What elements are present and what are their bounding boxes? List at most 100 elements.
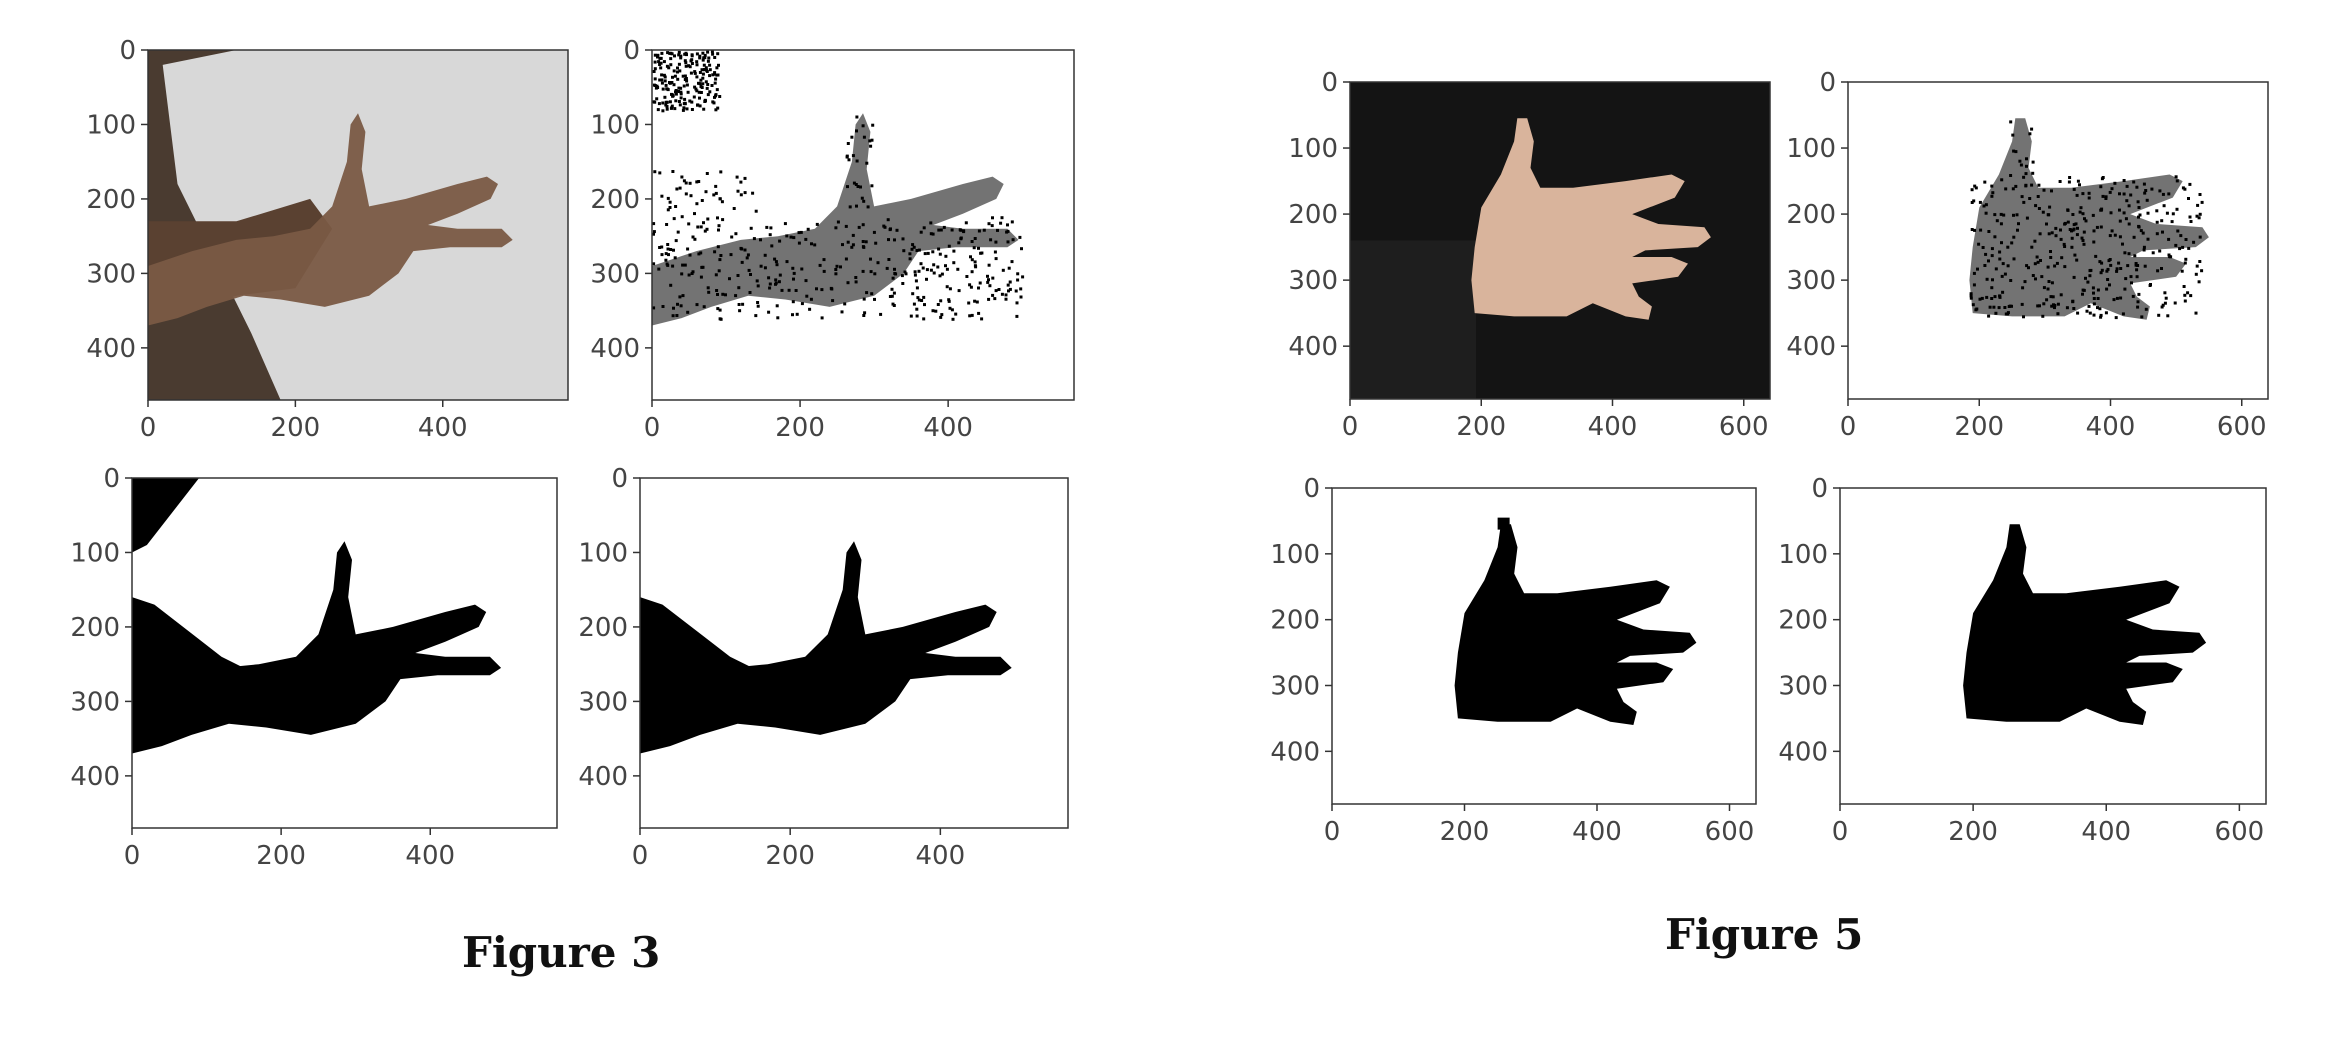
y-tick-label: 400 [590,334,640,364]
y-tick-label: 300 [590,259,640,289]
x-tick-label: 0 [1342,412,1359,442]
fig3-panel-4: 0 100 200 300 400 0 200 400 [578,464,1069,871]
fig5-panel-1: 0 100 200 300 400 0 200 400 600 [1288,68,1771,442]
x-tick-label: 400 [418,413,468,443]
y-tick-label: 200 [1270,606,1320,636]
y-tick-label: 0 [1303,474,1320,504]
y-tick-label: 0 [119,36,136,66]
x-tick-label: 200 [765,841,815,871]
y-tick-label: 400 [578,762,628,792]
hand-mask [1963,524,2207,725]
fig5-panel-3: 0 100 200 300 400 0 200 400 600 [1270,474,1757,847]
panel-image [1848,82,2268,399]
fig3-panel-2: 0 100 200 300 400 0 200 400 [590,36,1075,443]
y-tick-label: 100 [590,110,640,140]
y-tick-label: 400 [1786,332,1836,362]
hand-shape [148,113,513,326]
x-tick-label: 0 [1324,817,1341,847]
panel-image [1350,82,1770,399]
x-tick-label: 400 [405,841,455,871]
hand-mask [1454,524,1697,725]
y-tick-label: 400 [1778,737,1828,767]
fig3-panel-3: 0 100 200 300 400 0 200 400 [70,464,558,871]
x-tick-label: 400 [2081,817,2131,847]
x-tick-label: 200 [775,413,825,443]
panel-image [652,50,1074,400]
hand-mask-faint [1969,118,2209,320]
fingertip-artifact [1497,517,1510,530]
x-tick-label: 0 [1840,412,1857,442]
y-tick-label: 200 [86,185,136,215]
panel-image [148,50,568,400]
x-tick-label: 400 [2086,412,2136,442]
panel-image [132,478,557,828]
y-tick-label: 0 [1819,68,1836,98]
y-tick-label: 100 [1270,540,1320,570]
y-tick-label: 200 [578,613,628,643]
y-tick-label: 100 [1786,134,1836,164]
x-tick-label: 200 [1948,817,1998,847]
panel-image [640,478,1068,828]
y-tick-label: 0 [611,464,628,494]
y-tick-label: 100 [1288,134,1338,164]
x-tick-label: 400 [916,841,966,871]
figure-5-caption: Figure 5 [1665,910,1864,959]
axes-frame [639,477,1069,829]
y-tick-label: 0 [623,36,640,66]
y-tick-label: 100 [578,538,628,568]
fig3-panel-1: 0 100 200 300 400 0 200 400 [86,36,569,443]
x-tick-label: 0 [1832,817,1849,847]
y-tick-label: 0 [103,464,120,494]
x-tick-label: 600 [1719,412,1769,442]
y-tick-label: 400 [1288,332,1338,362]
axes-frame [1847,81,2269,400]
axes-frame [147,49,569,401]
hand-mask [640,541,1012,754]
y-tick-label: 300 [578,687,628,717]
x-tick-label: 400 [1572,817,1622,847]
x-tick-label: 200 [1456,412,1506,442]
x-tick-label: 0 [632,841,649,871]
sleeve-shape [1350,240,1476,399]
x-tick-label: 200 [271,413,321,443]
x-tick-label: 600 [1705,817,1755,847]
hand-mask [132,541,502,754]
y-tick-label: 100 [70,538,120,568]
y-tick-label: 100 [1778,540,1828,570]
fig5-panel-4: 0 100 200 300 400 0 200 400 600 [1778,474,2267,847]
x-tick-label: 0 [644,413,661,443]
y-tick-label: 200 [1786,200,1836,230]
axes-frame [651,49,1075,401]
axes-frame [1331,487,1757,805]
x-tick-label: 600 [2215,817,2265,847]
fig5-panel-2: 0 100 200 300 400 0 200 400 600 [1786,68,2269,442]
axes-frame [1839,487,2267,805]
y-tick-label: 400 [86,334,136,364]
y-tick-label: 400 [1270,737,1320,767]
y-tick-label: 300 [1270,672,1320,702]
y-tick-label: 0 [1321,68,1338,98]
y-tick-label: 100 [86,110,136,140]
y-tick-label: 200 [590,185,640,215]
hand-shape [1471,118,1711,320]
panel-image [1840,488,2266,804]
y-tick-label: 300 [1786,266,1836,296]
x-tick-label: 0 [124,841,141,871]
y-tick-label: 300 [1288,266,1338,296]
axes-frame [1349,81,1771,400]
y-tick-label: 200 [1778,606,1828,636]
figure-3-caption: Figure 3 [462,928,661,977]
y-tick-label: 300 [1778,672,1828,702]
x-tick-label: 200 [1440,817,1490,847]
x-tick-label: 200 [256,841,306,871]
hand-mask-faint [652,113,1019,326]
x-tick-label: 200 [1954,412,2004,442]
panel-image [1332,488,1756,804]
y-tick-label: 300 [70,687,120,717]
y-tick-label: 300 [86,259,136,289]
y-tick-label: 200 [1288,200,1338,230]
x-tick-label: 600 [2217,412,2267,442]
axes-frame [131,477,558,829]
